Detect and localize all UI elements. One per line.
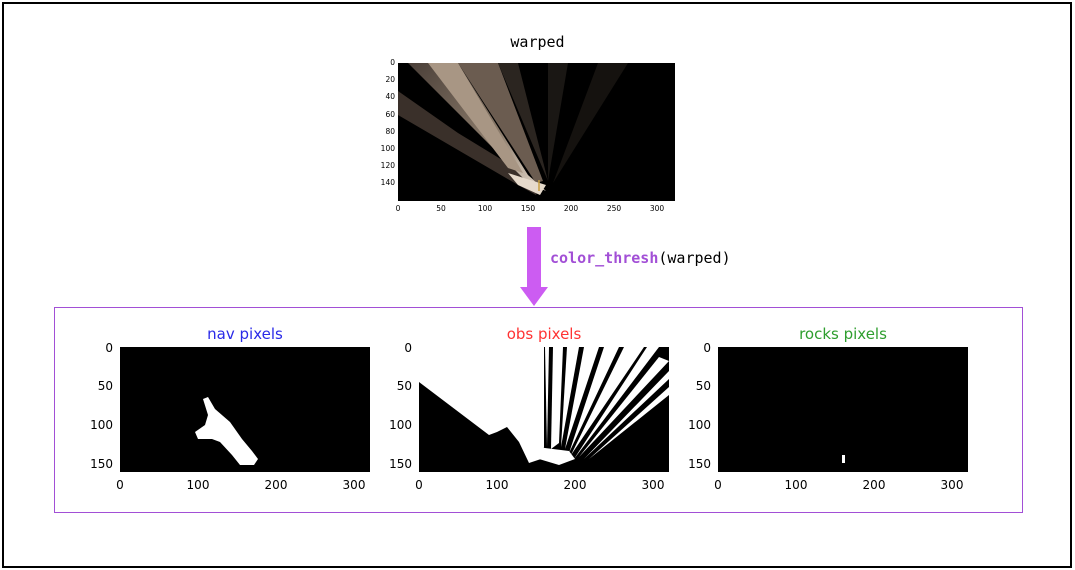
obs-pixels-title: obs pixels xyxy=(506,325,582,343)
arrow-label: color_thresh(warped) xyxy=(550,249,731,267)
obs-pixels-image xyxy=(419,347,669,472)
rocks-pixels-image xyxy=(718,347,968,472)
warped-image-content xyxy=(398,63,628,195)
xtick: 250 xyxy=(606,204,622,213)
ytick: 60 xyxy=(385,110,395,119)
ytick: 50 xyxy=(97,379,113,393)
ytick: 0 xyxy=(703,341,711,355)
xtick: 300 xyxy=(649,204,665,213)
xtick: 150 xyxy=(520,204,536,213)
xtick: 200 xyxy=(862,478,886,492)
obs-mask xyxy=(419,347,669,465)
ytick: 0 xyxy=(404,341,412,355)
xtick: 100 xyxy=(485,478,509,492)
xtick: 0 xyxy=(415,478,423,492)
ytick: 80 xyxy=(385,127,395,136)
function-argument: (warped) xyxy=(658,249,731,267)
warped-image xyxy=(398,63,675,201)
warped-title: warped xyxy=(510,33,565,51)
nav-pixels-title: nav pixels xyxy=(207,325,283,343)
nav-mask xyxy=(195,397,258,465)
xtick: 50 xyxy=(436,204,446,213)
xtick: 300 xyxy=(641,478,665,492)
ytick: 150 xyxy=(90,457,113,471)
function-name: color_thresh xyxy=(550,249,659,267)
xtick: 100 xyxy=(784,478,808,492)
ytick: 100 xyxy=(90,418,113,432)
ytick: 50 xyxy=(396,379,412,393)
nav-pixels-image xyxy=(120,347,370,472)
xtick: 100 xyxy=(477,204,493,213)
xtick: 200 xyxy=(563,478,587,492)
rocks-pixels-title: rocks pixels xyxy=(799,325,887,343)
ytick: 140 xyxy=(380,178,395,187)
ytick: 40 xyxy=(385,92,395,101)
xtick: 300 xyxy=(940,478,964,492)
ytick: 100 xyxy=(688,418,711,432)
xtick: 300 xyxy=(342,478,366,492)
xtick: 0 xyxy=(116,478,124,492)
ytick: 100 xyxy=(380,144,395,153)
xtick: 0 xyxy=(714,478,722,492)
xtick: 200 xyxy=(563,204,579,213)
xtick: 200 xyxy=(264,478,288,492)
rock-pixel xyxy=(842,455,845,463)
xtick: 0 xyxy=(395,204,401,213)
ytick: 20 xyxy=(385,75,395,84)
output-panels-box xyxy=(54,307,1023,513)
ytick: 50 xyxy=(695,379,711,393)
ytick: 120 xyxy=(380,161,395,170)
ytick: 150 xyxy=(688,457,711,471)
ytick: 0 xyxy=(105,341,113,355)
ytick: 100 xyxy=(389,418,412,432)
ytick: 150 xyxy=(389,457,412,471)
rocks-mask xyxy=(842,455,845,463)
xtick: 100 xyxy=(186,478,210,492)
ytick: 0 xyxy=(390,58,395,67)
